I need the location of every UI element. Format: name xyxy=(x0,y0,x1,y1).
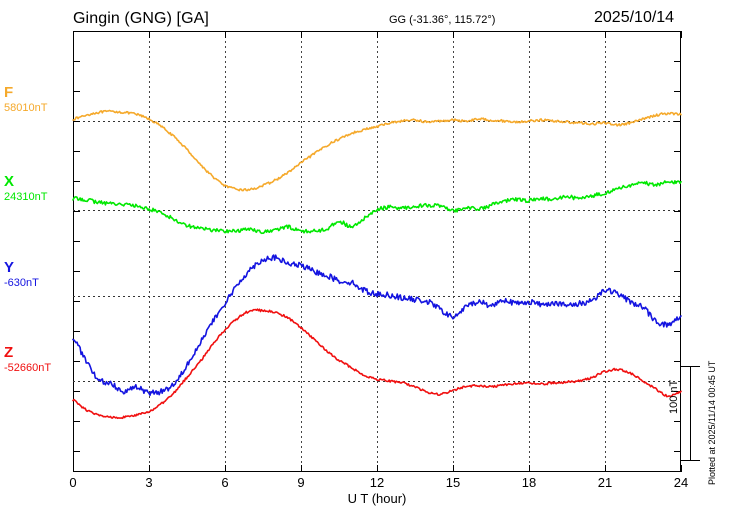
x-axis-tick xyxy=(605,31,606,38)
x-axis-tick xyxy=(453,31,454,38)
y-axis-tick xyxy=(73,331,80,332)
trace-x xyxy=(72,180,682,235)
x-axis-tick xyxy=(301,465,302,472)
x-tick-label-9: 9 xyxy=(297,475,305,490)
x-axis-tick xyxy=(681,31,682,38)
component-label-f: F 58010nT xyxy=(4,85,66,114)
component-name-f: F xyxy=(4,84,14,101)
trace-f xyxy=(72,109,682,192)
x-tick-label-6: 6 xyxy=(221,475,229,490)
x-axis-tick xyxy=(529,31,530,38)
component-label-z: Z -52660nT xyxy=(4,345,66,374)
y-axis-tick xyxy=(73,271,80,272)
y-axis-tick xyxy=(73,211,80,212)
component-name-y: Y xyxy=(4,259,15,276)
x-axis-tick xyxy=(529,465,530,472)
vertical-gridline xyxy=(605,31,606,472)
component-baseline-x: 24310nT xyxy=(4,191,48,203)
component-name-x: X xyxy=(4,173,15,190)
y-axis-tick xyxy=(73,421,80,422)
y-axis-tick xyxy=(674,211,681,212)
vertical-gridline xyxy=(529,31,530,472)
y-axis-tick xyxy=(73,61,80,62)
y-axis-tick xyxy=(73,91,80,92)
x-axis-tick xyxy=(605,465,606,472)
y-axis-tick xyxy=(674,121,681,122)
x-axis-tick xyxy=(225,31,226,38)
y-axis-tick xyxy=(674,241,681,242)
y-axis-tick xyxy=(73,391,80,392)
x-axis-tick xyxy=(149,465,150,472)
component-label-y: Y -630nT xyxy=(4,260,66,289)
x-tick-label-21: 21 xyxy=(597,475,613,490)
y-axis-tick xyxy=(674,361,681,362)
baseline-gridline-z xyxy=(73,381,681,382)
vertical-gridline xyxy=(377,31,378,472)
y-axis-tick xyxy=(674,301,681,302)
geographic-coordinates: GG (-31.36°, 115.72°) xyxy=(389,14,496,26)
component-baseline-f: 58010nT xyxy=(4,102,48,114)
x-tick-label-24: 24 xyxy=(673,475,689,490)
scale-bar xyxy=(681,366,700,461)
y-axis-tick xyxy=(674,391,681,392)
scale-bar-label: 100 nT xyxy=(668,379,680,414)
y-axis-tick xyxy=(73,451,80,452)
component-label-x: X 24310nT xyxy=(4,174,66,203)
y-axis-tick xyxy=(73,361,80,362)
vertical-gridline xyxy=(225,31,226,472)
x-axis-tick xyxy=(73,31,74,38)
vertical-gridline xyxy=(149,31,150,472)
component-baseline-z: -52660nT xyxy=(4,362,52,374)
x-axis-tick xyxy=(377,465,378,472)
x-axis-tick xyxy=(377,31,378,38)
y-axis-tick xyxy=(73,241,80,242)
trace-y xyxy=(72,254,682,397)
magnetogram-plot-area xyxy=(72,31,682,472)
trace-lines xyxy=(72,109,682,420)
y-axis-tick xyxy=(674,61,681,62)
vertical-gridline xyxy=(453,31,454,472)
x-axis-tick xyxy=(681,465,682,472)
y-axis-tick xyxy=(73,121,80,122)
component-baseline-y: -630nT xyxy=(4,277,39,289)
x-tick-label-3: 3 xyxy=(145,475,153,490)
y-axis-tick xyxy=(674,151,681,152)
station-title: Gingin (GNG) [GA] xyxy=(73,10,209,27)
x-tick-label-15: 15 xyxy=(445,475,461,490)
plotted-at-timestamp: Plotted at 2025/11/14 00:45 UT xyxy=(707,360,717,485)
y-axis-tick xyxy=(73,301,80,302)
x-tick-label-0: 0 xyxy=(69,475,77,490)
trace-z xyxy=(72,308,682,420)
x-axis-tick xyxy=(149,31,150,38)
y-axis-tick xyxy=(73,151,80,152)
y-axis-tick xyxy=(674,331,681,332)
y-axis-tick xyxy=(674,421,681,422)
x-axis-tick xyxy=(73,465,74,472)
x-axis-title: U T (hour) xyxy=(347,491,407,506)
component-name-z: Z xyxy=(4,344,14,361)
x-tick-label-12: 12 xyxy=(369,475,385,490)
y-axis-tick xyxy=(674,91,681,92)
x-axis-tick xyxy=(225,465,226,472)
y-axis-tick xyxy=(73,181,80,182)
x-axis-tick xyxy=(301,31,302,38)
y-axis-tick xyxy=(674,451,681,452)
baseline-gridline-f xyxy=(73,121,681,122)
observation-date: 2025/10/14 xyxy=(594,9,675,26)
x-tick-label-18: 18 xyxy=(521,475,537,490)
y-axis-tick xyxy=(674,271,681,272)
x-axis-tick xyxy=(453,465,454,472)
vertical-gridline xyxy=(301,31,302,472)
